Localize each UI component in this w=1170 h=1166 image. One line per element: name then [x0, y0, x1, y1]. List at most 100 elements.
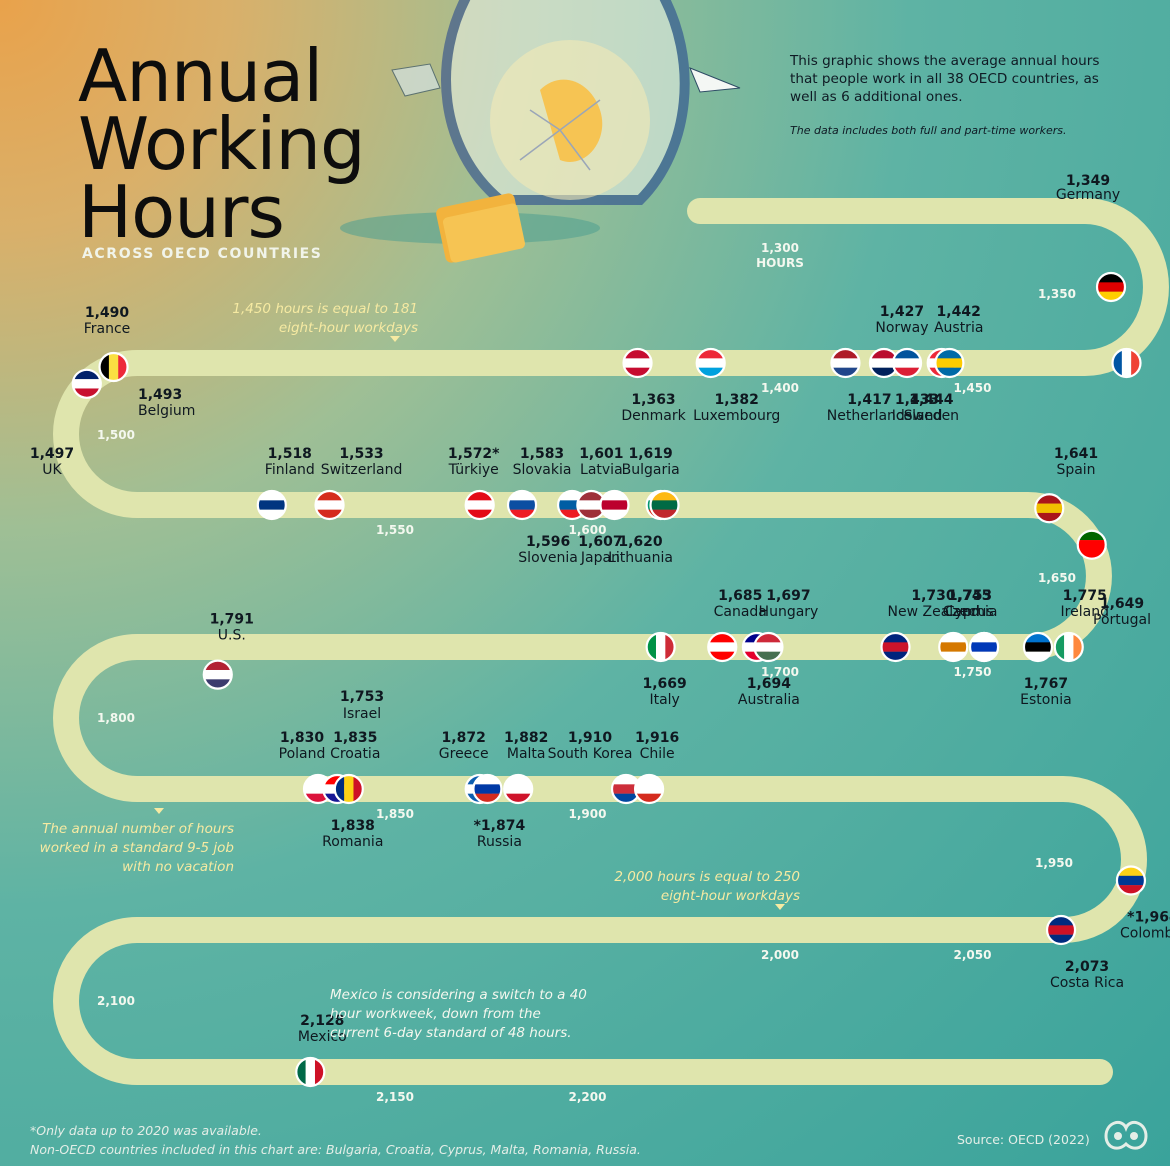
costa-rica-flag-icon [1047, 916, 1076, 944]
value-label-cyprus: 1,745 [947, 588, 991, 604]
note-2000-workdays: 2,000 hours is equal to 250 eight-hour w… [614, 869, 800, 904]
country-label-poland: Poland [279, 746, 326, 762]
malta-flag-icon [504, 775, 533, 803]
glass-shard-icon [391, 63, 741, 97]
hourglass-illustration [340, 0, 741, 263]
country-label-finland: Finland [265, 462, 315, 478]
germany-flag-icon [1097, 273, 1125, 301]
netherlands-flag-icon [831, 349, 860, 377]
russia-flag-icon [473, 775, 502, 803]
tick-label-2100: 2,100 [97, 994, 135, 1008]
value-label-estonia: 1,767 [1024, 676, 1068, 692]
country-label-australia: Australia [738, 692, 800, 708]
tick-label-1550: 1,550 [376, 523, 414, 537]
value-label-south-korea: 1,910 [568, 730, 613, 746]
poland-flag-icon [304, 775, 332, 803]
value-label-czechia: 1,753 [948, 588, 992, 604]
tick-label-2200: 2,200 [569, 1090, 607, 1104]
value-label-colombia: *1,964 [1127, 909, 1170, 925]
value-label-hungary: 1,697 [766, 588, 810, 604]
country-label-spain: Spain [1056, 462, 1095, 478]
title-line-1: Annual [78, 34, 323, 118]
value-label-canada: 1,685 [718, 588, 762, 604]
country-label-russia: Russia [477, 834, 522, 850]
latvia-flag-icon [577, 491, 606, 519]
country-label-colombia: Colombia [1120, 925, 1170, 941]
country-marker-colombia: *1,964Colombia [1115, 865, 1170, 941]
tick-label-2150: 2,150 [376, 1090, 414, 1104]
israel-flag-icon [970, 633, 999, 661]
value-label-malta: 1,882 [504, 730, 548, 746]
lithuania-flag-icon [650, 491, 679, 519]
country-label-switzerland: Switzerland [321, 462, 403, 478]
country-label-new-zealand: New Zealand [888, 604, 980, 620]
intro-note: The data includes both full and part-tim… [790, 124, 1067, 137]
italy-flag-icon [646, 633, 675, 661]
value-label-bulgaria: 1,619 [629, 446, 673, 462]
value-label-australia: 1,694 [747, 676, 792, 692]
folder-icon [436, 193, 526, 263]
new-zealand-flag-icon [881, 633, 910, 661]
tick-label-1400: 1,400 [761, 381, 799, 395]
tick-label-1850: 1,850 [376, 807, 414, 821]
country-label-portugal: Portugal [1093, 612, 1151, 628]
value-label-japan: 1,607 [578, 534, 622, 550]
japan-flag-icon [600, 491, 629, 519]
title-line-3: Hours [78, 170, 285, 254]
tick-label-1600: 1,600 [569, 523, 607, 537]
country-markers: 1,349Germany1,363Denmark1,382Luxembourg1… [30, 173, 1170, 1088]
value-label-finland: 1,518 [268, 446, 312, 462]
value-label-croatia: 1,835 [333, 730, 377, 746]
cyprus-flag-icon [939, 633, 968, 661]
south-korea-flag-icon [612, 775, 640, 803]
value-label-lithuania: 1,620 [618, 534, 663, 550]
belgium-flag-icon [99, 352, 128, 381]
tick-label-1450: 1,450 [954, 381, 992, 395]
tick-label-1350: 1,350 [1038, 287, 1076, 301]
value-label-france: 1,490 [85, 305, 130, 321]
canada-flag-icon [708, 633, 737, 661]
value-label-portugal: 1,649 [1100, 596, 1144, 612]
visual-capitalist-logo-icon [1104, 1120, 1148, 1150]
country-label-germany: Germany [1056, 187, 1120, 203]
value-label-greece: 1,872 [442, 730, 486, 746]
romania-flag-icon [334, 775, 363, 803]
sweden-flag-icon [935, 349, 964, 377]
value-label-spain: 1,641 [1054, 446, 1098, 462]
chile-flag-icon [635, 775, 664, 803]
country-label-romania: Romania [322, 834, 383, 850]
tick-label-2050: 2,050 [954, 948, 992, 962]
intro-text: This graphic shows the average annual ho… [790, 53, 1100, 105]
country-label-sweden: Sweden [904, 408, 959, 424]
value-label-mexico: 2,128 [300, 1013, 344, 1029]
value-label-israel: 1,753 [340, 689, 384, 705]
footnote-line-2: Non-OECD countries included in this char… [30, 1142, 641, 1157]
value-label-austria: 1,442 [937, 304, 981, 320]
tick-label-1300: 1,300 [761, 241, 799, 255]
country-label-estonia: Estonia [1020, 692, 1072, 708]
country-marker-t-rkiye: 1,572*Türkiye [448, 446, 500, 521]
tick-label-1750: 1,750 [954, 665, 992, 679]
note-pointer-0 [390, 336, 400, 342]
value-label-latvia: 1,601 [579, 446, 623, 462]
value-label-uk: 1,497 [30, 446, 74, 462]
country-label-uk: UK [42, 462, 62, 478]
country-label-norway: Norway [875, 320, 928, 336]
country-label-u-s: U.S. [218, 628, 246, 644]
tick-label-1650: 1,650 [1038, 571, 1076, 585]
